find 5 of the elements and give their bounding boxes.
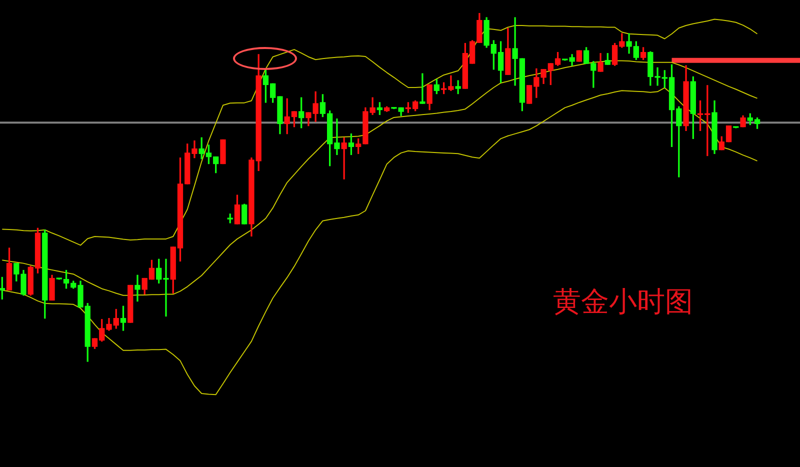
candlestick [420,73,426,104]
candlestick [134,274,140,302]
candlestick [341,137,347,180]
annotation: 黄金小时图 [553,284,693,320]
candlestick [455,80,461,94]
